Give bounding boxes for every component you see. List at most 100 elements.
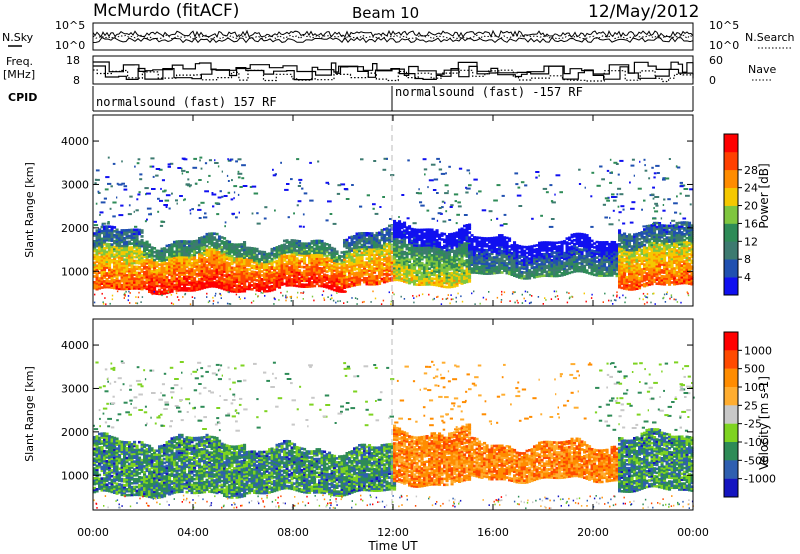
- data-cell: [243, 274, 247, 277]
- data-cell: [180, 271, 184, 274]
- data-cell: [360, 271, 364, 274]
- data-cell: [333, 282, 337, 286]
- data-cell: [188, 281, 192, 284]
- data-cell: [200, 240, 204, 243]
- data-cell: [268, 289, 272, 293]
- data-cell: [338, 282, 342, 285]
- data-cell: [168, 255, 172, 259]
- data-cell: [350, 253, 354, 256]
- data-cell: [163, 278, 167, 281]
- data-cell: [368, 241, 372, 245]
- data-cell: [403, 221, 407, 225]
- data-cell: [125, 258, 129, 261]
- data-cell: [260, 274, 264, 277]
- data-cell: [158, 288, 162, 292]
- nsearch-label: N.Search: [745, 31, 795, 44]
- data-cell: [303, 285, 307, 288]
- data-cell: [93, 247, 97, 251]
- data-cell: [123, 248, 127, 252]
- data-cell: [140, 258, 144, 262]
- data-cell: [318, 245, 322, 249]
- data-cell: [363, 265, 367, 268]
- data-cell: [150, 277, 154, 281]
- data-cell: [318, 251, 322, 254]
- data-cell: [353, 272, 357, 275]
- data-cell: [125, 264, 129, 267]
- data-cell: [200, 263, 204, 267]
- data-cell: [248, 258, 252, 261]
- data-cell: [93, 243, 97, 247]
- data-cell: [95, 256, 99, 260]
- data-cell: [208, 248, 212, 251]
- data-cell: [243, 276, 247, 279]
- data-cell: [138, 273, 142, 277]
- data-cell: [195, 245, 199, 248]
- data-cell: [208, 234, 212, 237]
- data-cell: [160, 292, 164, 296]
- data-cell: [278, 262, 282, 266]
- data-cell: [113, 269, 117, 272]
- data-cell: [148, 253, 152, 256]
- data-cell: [220, 259, 224, 263]
- data-cell: [293, 258, 297, 262]
- data-cell: [270, 285, 274, 288]
- data-cell: [398, 220, 402, 223]
- data-cell: [285, 245, 289, 248]
- data-cell: [225, 282, 229, 286]
- data-cell: [160, 284, 164, 288]
- data-cell: [358, 263, 362, 266]
- data-cell: [340, 274, 344, 278]
- data-cell: [275, 252, 279, 255]
- data-cell: [110, 233, 114, 237]
- data-cell: [335, 283, 339, 287]
- data-cell: [278, 247, 282, 250]
- data-cell: [253, 278, 257, 282]
- data-cell: [100, 257, 104, 260]
- data-cell: [98, 281, 102, 284]
- data-cell: [125, 285, 129, 289]
- data-cell: [93, 265, 97, 268]
- data-cell: [345, 260, 349, 263]
- data-cell: [280, 275, 284, 279]
- data-cell: [153, 258, 157, 262]
- data-cell: [128, 252, 132, 255]
- data-cell: [105, 252, 109, 256]
- data-cell: [130, 236, 134, 239]
- data-cell: [123, 277, 127, 281]
- data-cell: [198, 256, 202, 260]
- data-cell: [285, 248, 289, 252]
- data-cell: [95, 252, 99, 256]
- data-cell: [185, 263, 189, 267]
- data-cell: [120, 275, 124, 279]
- data-cell: [185, 253, 189, 257]
- data-cell: [195, 241, 199, 245]
- data-cell: [330, 246, 334, 250]
- data-cell: [223, 260, 227, 264]
- data-cell: [363, 271, 367, 274]
- data-cell: [203, 276, 207, 280]
- data-cell: [343, 268, 347, 271]
- data-cell: [168, 283, 172, 286]
- data-cell: [150, 275, 154, 279]
- data-cell: [150, 256, 154, 259]
- data-cell: [115, 228, 119, 232]
- data-cell: [253, 249, 257, 252]
- data-cell: [108, 244, 112, 248]
- data-cell: [258, 267, 262, 271]
- data-cell: [350, 239, 354, 243]
- data-cell: [340, 251, 344, 254]
- data-cell: [170, 276, 174, 280]
- data-cell: [255, 275, 259, 278]
- data-cell: [293, 276, 297, 279]
- data-cell: [273, 268, 277, 272]
- data-cell: [143, 282, 147, 286]
- data-cell: [328, 243, 332, 247]
- data-cell: [248, 256, 252, 260]
- data-cell: [280, 265, 284, 269]
- data-cell: [365, 273, 369, 276]
- data-cell: [98, 232, 102, 235]
- data-cell: [110, 282, 114, 285]
- data-cell: [163, 249, 167, 252]
- data-cell: [263, 268, 267, 272]
- data-cell: [315, 255, 319, 258]
